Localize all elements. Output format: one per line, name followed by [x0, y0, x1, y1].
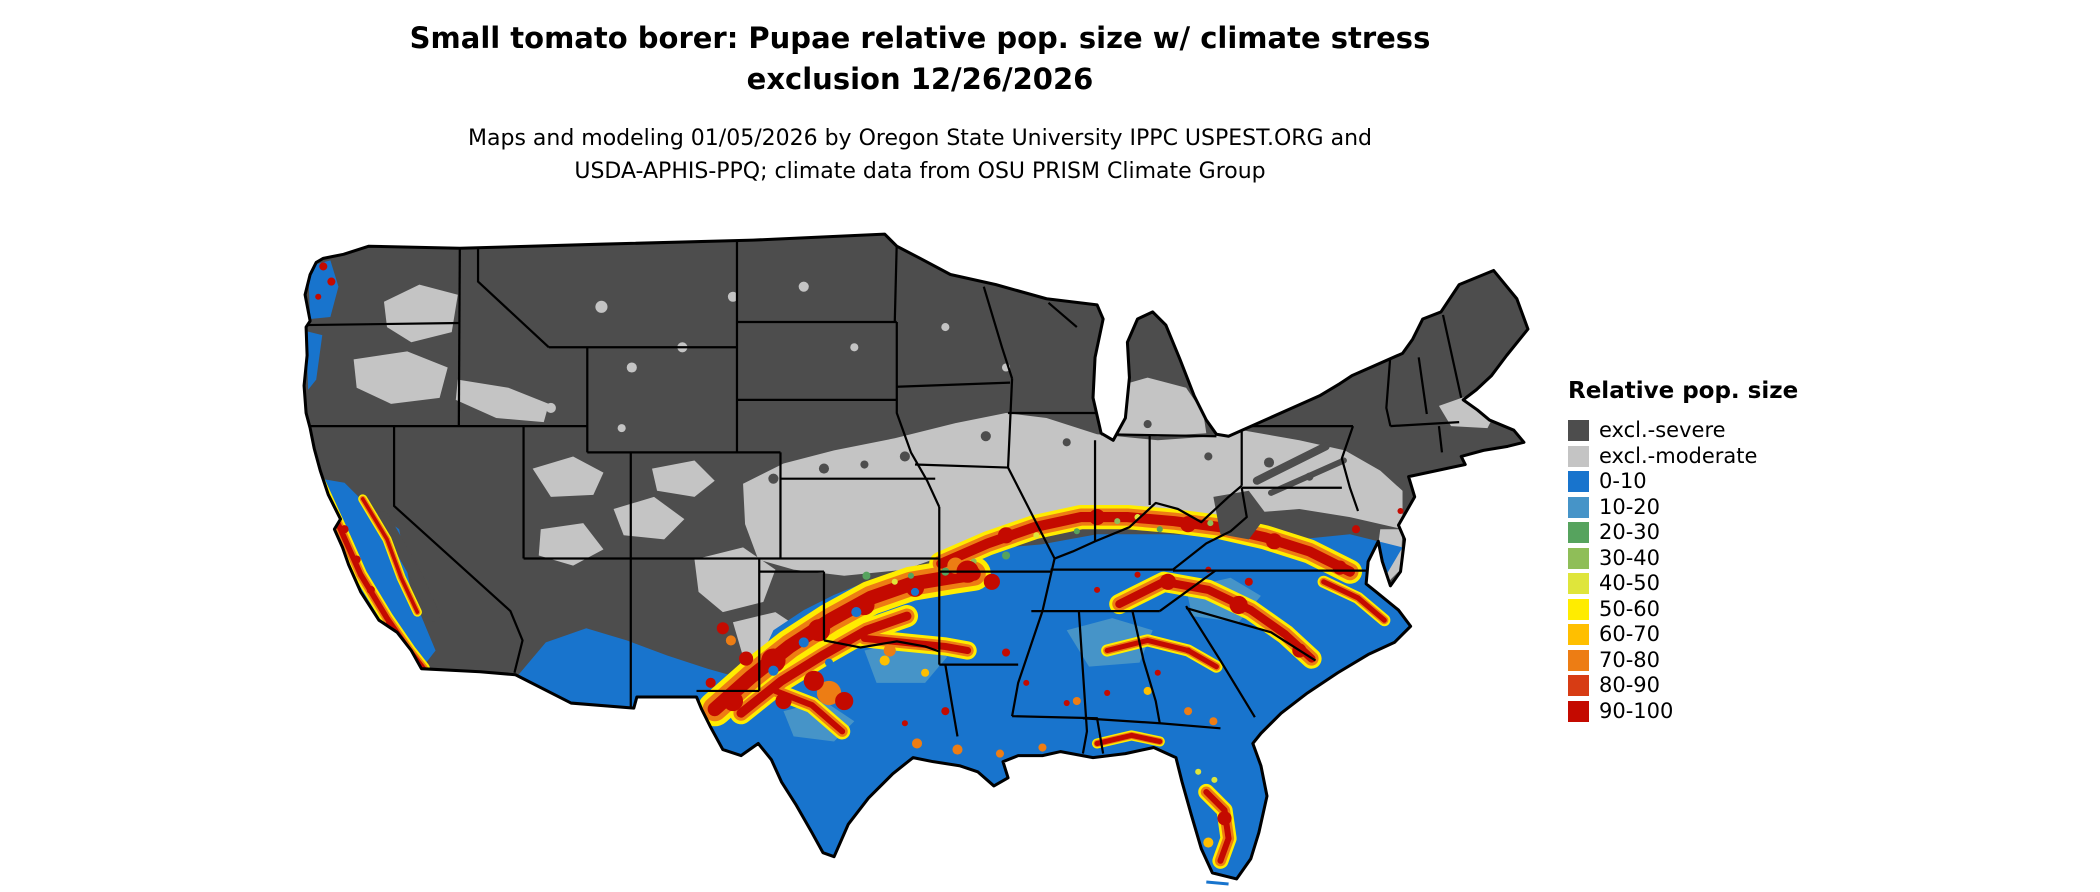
- map-orange-spots: [725, 557, 1218, 758]
- legend-item: 10-20: [1568, 495, 1868, 521]
- legend-swatch: [1568, 445, 1589, 467]
- legend-swatch: [1568, 522, 1589, 544]
- legend-label: 80-90: [1599, 673, 1661, 698]
- legend-item: 40-50: [1568, 571, 1868, 597]
- legend-item: excl.-severe: [1568, 418, 1868, 444]
- legend-swatch: [1568, 700, 1589, 722]
- map-gold-spots: [879, 655, 1214, 848]
- legend-swatch: [1568, 598, 1589, 620]
- us-map: [298, 226, 1532, 886]
- legend-label: 30-40: [1599, 545, 1661, 570]
- legend-label: excl.-severe: [1599, 418, 1726, 443]
- legend-item: 60-70: [1568, 622, 1868, 648]
- page-subtitle-line1: Maps and modeling 01/05/2026 by Oregon S…: [468, 126, 1372, 151]
- page-subtitle: Maps and modeling 01/05/2026 by Oregon S…: [320, 122, 1520, 188]
- map-state-borders: [306, 241, 1463, 754]
- legend-item: 70-80: [1568, 648, 1868, 674]
- legend-label: 60-70: [1599, 622, 1661, 647]
- legend-item: 80-90: [1568, 673, 1868, 699]
- legend: Relative pop. size excl.-severe excl.-mod…: [1568, 378, 1868, 724]
- legend-title: Relative pop. size: [1568, 378, 1799, 404]
- legend-item: 90-100: [1568, 699, 1868, 725]
- legend-swatch: [1568, 573, 1589, 595]
- map-wv-highlands: [1213, 490, 1267, 540]
- legend-swatch: [1568, 547, 1589, 569]
- map-moderate-texture-dots: [545, 281, 1011, 433]
- legend-swatch: [1568, 649, 1589, 671]
- legend-label: 0-10: [1599, 469, 1647, 494]
- us-map-graphic: [302, 232, 1530, 886]
- map-florida-keys: [1206, 880, 1229, 886]
- legend-label: 10-20: [1599, 494, 1661, 519]
- page-title-line2: exclusion 12/26/2026: [746, 62, 1094, 97]
- page-title: Small tomato borer: Pupae relative pop. …: [320, 18, 1520, 100]
- map-severe-texture-dots: [768, 420, 1314, 484]
- legend-item: excl.-moderate: [1568, 444, 1868, 470]
- legend-item: 30-40: [1568, 546, 1868, 572]
- legend-swatch: [1568, 675, 1589, 697]
- legend-swatch: [1568, 624, 1589, 646]
- map-sierra-strip: [376, 511, 440, 622]
- page-title-line1: Small tomato borer: Pupae relative pop. …: [409, 21, 1431, 55]
- map-blue-holes: [768, 587, 920, 676]
- legend-label: 40-50: [1599, 571, 1661, 596]
- map-national-outline: [302, 232, 1530, 881]
- legend-items: excl.-severe excl.-moderate 0-10 10-20 20-30…: [1568, 418, 1868, 724]
- legend-label: excl.-moderate: [1599, 443, 1758, 468]
- legend-item: 0-10: [1568, 469, 1868, 495]
- legend-swatch: [1568, 471, 1589, 493]
- legend-swatch: [1568, 496, 1589, 518]
- legend-label: 50-60: [1599, 596, 1661, 621]
- legend-item: 50-60: [1568, 597, 1868, 623]
- page-subtitle-line2: USDA-APHIS-PPQ; climate data from OSU PR…: [574, 159, 1266, 184]
- legend-label: 70-80: [1599, 647, 1661, 672]
- legend-label: 20-30: [1599, 520, 1661, 545]
- legend-swatch: [1568, 420, 1589, 442]
- legend-item: 20-30: [1568, 520, 1868, 546]
- legend-label: 90-100: [1599, 698, 1674, 723]
